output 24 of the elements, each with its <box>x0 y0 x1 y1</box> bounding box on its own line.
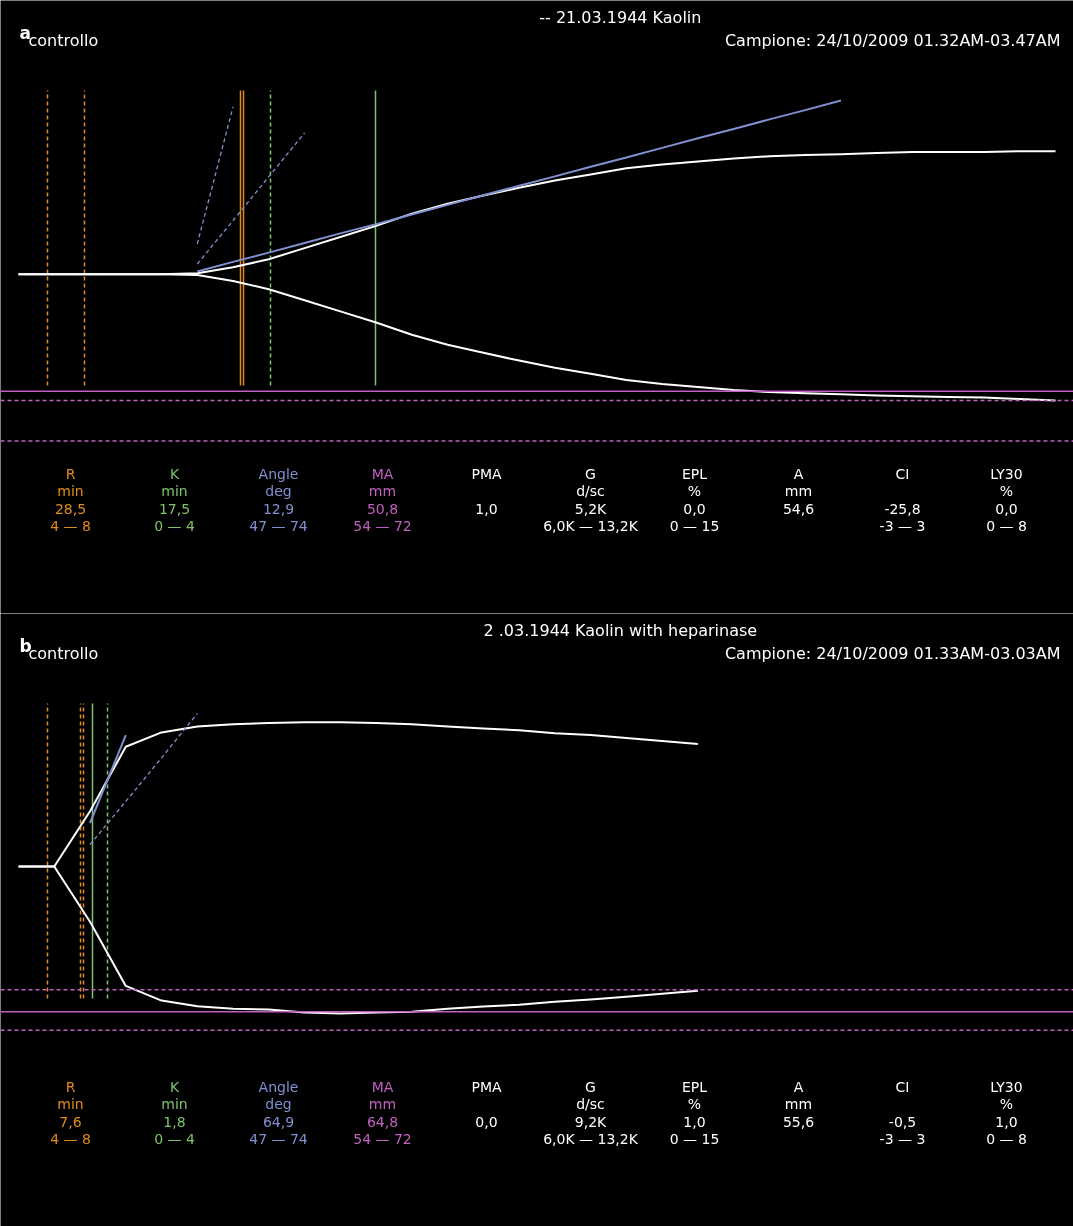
text: MA mm 50,8 54 — 72 <box>353 465 412 534</box>
text: CI -0,5 -3 — 3 <box>879 1078 926 1147</box>
text: Angle deg 12,9 47 — 74 <box>249 465 308 534</box>
text: R min 7,6 4 — 8 <box>50 1078 91 1147</box>
text: R min 28,5 4 — 8 <box>50 465 91 534</box>
text: K min 1,8 0 — 4 <box>154 1078 195 1147</box>
text: K min 17,5 0 — 4 <box>154 465 195 534</box>
text: PMA 1,0 <box>471 465 502 517</box>
text: A mm 54,6 <box>782 465 815 517</box>
text: PMA 0,0 <box>471 1078 502 1130</box>
text: MA mm 64,8 54 — 72 <box>353 1078 412 1147</box>
text: LY30 % 0,0 0 — 8 <box>986 465 1027 534</box>
text: A mm 55,6 <box>782 1078 815 1130</box>
text: LY30 % 1,0 0 — 8 <box>986 1078 1027 1147</box>
chart-subtitle: Campione: 24/10/2009 01.32AM-03.47AM <box>724 31 1061 50</box>
text: EPL % 0,0 0 — 15 <box>669 465 720 534</box>
text: G d/sc 9,2K 6,0K — 13,2K <box>543 1078 639 1147</box>
text: CI -25,8 -3 — 3 <box>879 465 926 534</box>
chart-title: -- 21.03.1944 Kaolin <box>539 8 702 27</box>
chart-subtitle: Campione: 24/10/2009 01.33AM-03.03AM <box>724 644 1061 663</box>
chart-title: 2 .03.1944 Kaolin with heparinase <box>483 621 758 640</box>
text: G d/sc 5,2K 6,0K — 13,2K <box>543 465 639 534</box>
text: EPL % 1,0 0 — 15 <box>669 1078 720 1147</box>
text: Angle deg 64,9 47 — 74 <box>249 1078 308 1147</box>
